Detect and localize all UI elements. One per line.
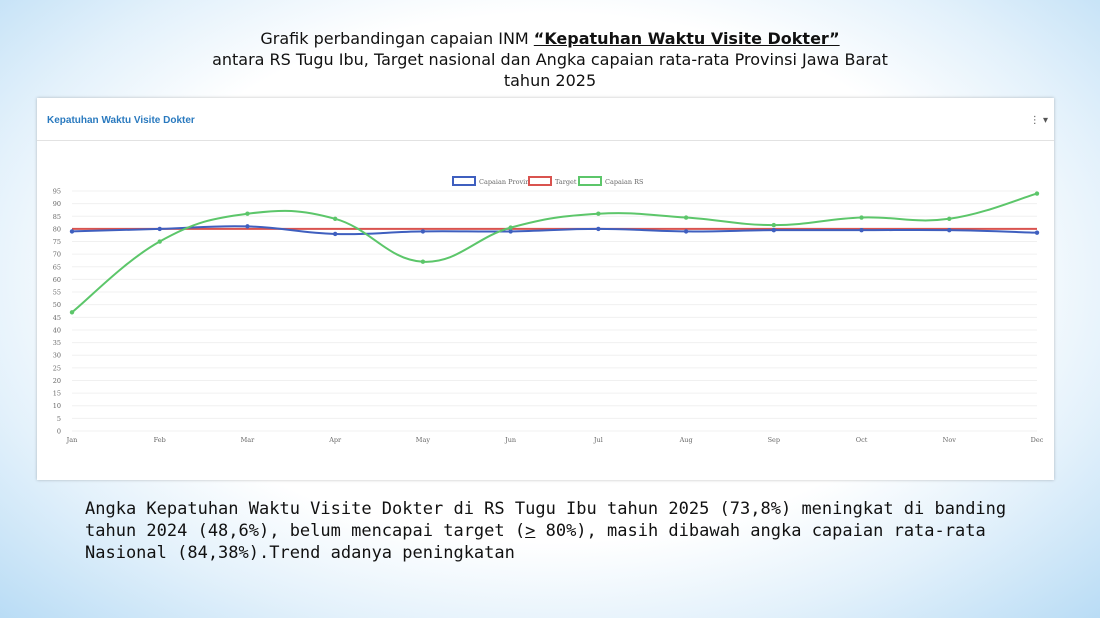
x-tick-label: Oct [856, 436, 868, 444]
y-tick-label: 70 [53, 251, 61, 259]
y-tick-label: 30 [53, 352, 61, 360]
x-tick-label: Dec [1031, 436, 1044, 444]
y-tick-label: 5 [57, 415, 61, 423]
y-tick-label: 10 [53, 402, 61, 410]
x-tick-label: Nov [943, 436, 957, 444]
data-point [596, 226, 601, 232]
data-point [69, 229, 75, 234]
x-tick-label: May [416, 436, 431, 444]
x-tick-label: Jul [593, 436, 603, 444]
y-tick-label: 55 [53, 289, 61, 297]
x-tick-label: Apr [328, 436, 342, 444]
y-tick-label: 40 [53, 326, 61, 334]
series-line [71, 225, 1038, 236]
data-point [157, 226, 162, 232]
y-tick-label: 80 [53, 225, 61, 233]
data-point [245, 224, 250, 229]
data-point [69, 310, 75, 315]
series-line [71, 192, 1038, 314]
title-line-1: Grafik perbandingan capaian INM “Kepatuh… [0, 28, 1100, 49]
data-point [683, 215, 689, 220]
caption-part-2: 80%), masih dibawah angka capaian rata-r… [85, 521, 986, 563]
x-tick-label: Mar [241, 436, 256, 444]
y-tick-label: 75 [53, 238, 61, 246]
data-point [508, 229, 513, 234]
title-prefix: Grafik perbandingan capaian INM [260, 29, 534, 48]
legend-label: Capaian Provinsi [479, 178, 535, 186]
y-tick-label: 50 [53, 301, 61, 309]
y-tick-label: 90 [53, 200, 61, 208]
data-point [420, 259, 426, 264]
x-tick-label: Aug [679, 436, 693, 444]
data-point [596, 211, 601, 216]
data-point [947, 216, 952, 221]
y-tick-label: 60 [53, 276, 61, 284]
data-point [245, 211, 250, 216]
data-point [859, 227, 864, 233]
data-point [1034, 191, 1040, 196]
data-point [1034, 230, 1040, 235]
data-point [332, 231, 338, 237]
legend-label: Capaian RS [605, 178, 643, 186]
data-point [859, 215, 864, 220]
legend-label: Target [555, 178, 577, 186]
line-chart: 0 5 10 15 20 25 30 35 40 45 50 55 60 65 70 75 80 85 90 95 Ja… [53, 176, 1044, 444]
card-header: Kepatuhan Waktu Visite Dokter ⋮ ▾ [37, 98, 1054, 141]
y-tick-label: 15 [53, 390, 61, 398]
y-tick-label: 95 [53, 188, 61, 196]
caption-ge-symbol: > [525, 521, 536, 541]
y-tick-label: 65 [53, 263, 61, 271]
x-tick-label: Jun [504, 436, 516, 444]
menu-dots-icon[interactable]: ⋮ ▾ [1029, 115, 1048, 126]
legend-swatch [578, 176, 602, 186]
data-point [508, 225, 513, 230]
y-tick-label: 35 [53, 339, 61, 347]
legend-swatch [528, 176, 552, 186]
title-line-2: antara RS Tugu Ibu, Target nasional dan … [212, 50, 888, 69]
title-highlight: “Kepatuhan Waktu Visite Dokter” [533, 29, 840, 48]
x-tick-label: Jan [66, 436, 78, 444]
data-point [332, 216, 338, 221]
caption-part-1: Angka Kepatuhan Waktu Visite Dokter di R… [85, 499, 1007, 541]
data-point [420, 229, 426, 234]
x-tick-label: Sep [768, 436, 780, 444]
y-tick-label: 85 [53, 213, 61, 221]
y-tick-label: 45 [53, 314, 61, 322]
data-point [157, 239, 162, 244]
legend-swatch [452, 176, 476, 186]
chart-card: Kepatuhan Waktu Visite Dokter ⋮ ▾ 0 5 10 15… [37, 98, 1054, 480]
data-point [771, 222, 777, 228]
y-tick-label: 0 [57, 428, 61, 436]
card-title: Kepatuhan Waktu Visite Dokter [47, 115, 195, 126]
y-tick-label: 25 [53, 364, 61, 372]
x-tick-label: Feb [154, 436, 166, 444]
data-point [947, 227, 952, 233]
y-tick-label: 20 [53, 377, 61, 385]
data-point [683, 229, 689, 234]
title-line-3: tahun 2025 [503, 71, 597, 90]
caption-text: Angka Kepatuhan Waktu Visite Dokter di R… [85, 498, 1045, 564]
data-point [771, 227, 777, 233]
slide-title: Grafik perbandingan capaian INM “Kepatuh… [0, 28, 1100, 91]
